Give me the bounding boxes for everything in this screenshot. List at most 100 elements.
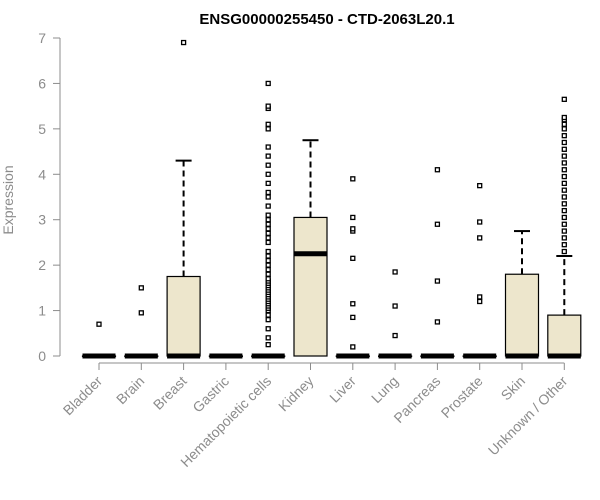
x-tick-label: Skin bbox=[498, 373, 529, 404]
outlier-point bbox=[561, 194, 567, 200]
outlier-point bbox=[392, 303, 398, 309]
outlier-point bbox=[561, 167, 567, 173]
outlier-point bbox=[561, 214, 567, 221]
outlier-point bbox=[265, 153, 271, 159]
x-tick-label: Lung bbox=[368, 373, 401, 406]
outlier-point bbox=[265, 230, 271, 236]
box-body bbox=[504, 273, 540, 357]
y-tick-label: 3 bbox=[38, 212, 46, 228]
outlier-point bbox=[561, 126, 567, 132]
box-gastric bbox=[208, 353, 243, 359]
outlier-point bbox=[180, 39, 187, 46]
outlier-point bbox=[265, 221, 271, 227]
outlier-point bbox=[265, 248, 271, 255]
outlier-point bbox=[561, 96, 567, 102]
outlier-point bbox=[265, 212, 271, 218]
box-prostate bbox=[462, 182, 497, 359]
outlier-point bbox=[265, 180, 271, 187]
outlier-point bbox=[561, 146, 567, 152]
y-tick-label: 0 bbox=[38, 348, 46, 364]
box-body bbox=[293, 216, 328, 357]
outlier-point bbox=[561, 242, 567, 248]
outlier-point bbox=[561, 153, 567, 159]
outlier-point bbox=[265, 267, 271, 273]
outlier-point bbox=[265, 144, 271, 150]
box-lung bbox=[378, 269, 413, 359]
outlier-point bbox=[561, 139, 567, 146]
outlier-point bbox=[265, 194, 271, 200]
outlier-point bbox=[561, 133, 567, 139]
box-unknown-other bbox=[547, 96, 582, 359]
outlier-point bbox=[350, 214, 356, 221]
outlier-point bbox=[477, 294, 483, 300]
outlier-point bbox=[561, 187, 567, 193]
x-tick-label: Kidney bbox=[275, 373, 317, 415]
outlier-point bbox=[265, 189, 271, 196]
x-tick-label: Bladder bbox=[60, 373, 106, 419]
y-axis-label: Expression bbox=[0, 165, 16, 234]
outlier-point bbox=[265, 162, 271, 168]
outlier-point bbox=[350, 344, 356, 350]
outlier-point bbox=[561, 207, 567, 214]
outlier-point bbox=[392, 269, 398, 275]
outlier-point bbox=[477, 235, 483, 241]
y-tick-label: 7 bbox=[38, 30, 46, 46]
chart-title: ENSG00000255450 - CTD-2063L20.1 bbox=[199, 11, 454, 28]
y-tick-label: 2 bbox=[38, 257, 46, 273]
outlier-point bbox=[138, 310, 144, 316]
outlier-point bbox=[265, 257, 271, 264]
outlier-point bbox=[265, 335, 271, 341]
x-tick-label: Unknown / Other bbox=[485, 373, 571, 459]
outlier-point bbox=[265, 80, 271, 87]
outlier-point bbox=[265, 126, 271, 132]
y-tick-label: 5 bbox=[38, 121, 46, 137]
box-liver bbox=[335, 176, 370, 359]
outlier-point bbox=[96, 321, 102, 327]
outlier-point bbox=[265, 203, 271, 209]
outlier-point bbox=[434, 221, 441, 227]
outlier-point bbox=[265, 235, 271, 241]
outlier-point bbox=[561, 160, 567, 166]
x-tick-label: Brain bbox=[113, 373, 147, 407]
outlier-point bbox=[561, 173, 567, 180]
outlier-point bbox=[265, 253, 271, 259]
outlier-point bbox=[477, 182, 483, 189]
x-tick-label: Pancreas bbox=[390, 373, 443, 426]
box-brain bbox=[124, 285, 159, 359]
box-body bbox=[166, 275, 201, 357]
outlier-point bbox=[265, 341, 271, 348]
outlier-point bbox=[265, 121, 271, 127]
outlier-point bbox=[434, 167, 441, 173]
box-bladder bbox=[81, 321, 117, 359]
outlier-point bbox=[350, 176, 356, 182]
outlier-point bbox=[561, 235, 567, 241]
outlier-point bbox=[265, 239, 271, 246]
y-tick-label: 6 bbox=[38, 75, 46, 91]
y-tick-label: 4 bbox=[38, 166, 46, 182]
x-tick-label: Prostate bbox=[438, 373, 486, 421]
outlier-point bbox=[265, 103, 271, 109]
outlier-point bbox=[265, 226, 271, 232]
y-tick-label: 1 bbox=[38, 303, 46, 319]
outlier-point bbox=[561, 121, 567, 127]
outlier-point bbox=[265, 312, 271, 318]
outlier-point bbox=[265, 171, 271, 177]
outlier-point bbox=[434, 278, 441, 284]
outlier-point bbox=[561, 248, 567, 255]
outlier-point bbox=[477, 298, 483, 305]
outlier-point bbox=[265, 326, 271, 332]
box-skin bbox=[504, 230, 540, 359]
box-kidney bbox=[293, 139, 328, 357]
outlier-point bbox=[561, 201, 567, 207]
x-tick-label: Breast bbox=[150, 373, 190, 413]
box-body bbox=[547, 314, 582, 357]
outlier-point bbox=[477, 219, 483, 225]
outlier-point bbox=[561, 114, 567, 121]
outlier-point bbox=[265, 271, 271, 277]
outlier-point bbox=[138, 285, 144, 291]
outlier-point bbox=[350, 301, 356, 307]
outlier-point bbox=[265, 317, 271, 323]
outlier-point bbox=[350, 226, 356, 232]
outlier-point bbox=[265, 276, 271, 282]
